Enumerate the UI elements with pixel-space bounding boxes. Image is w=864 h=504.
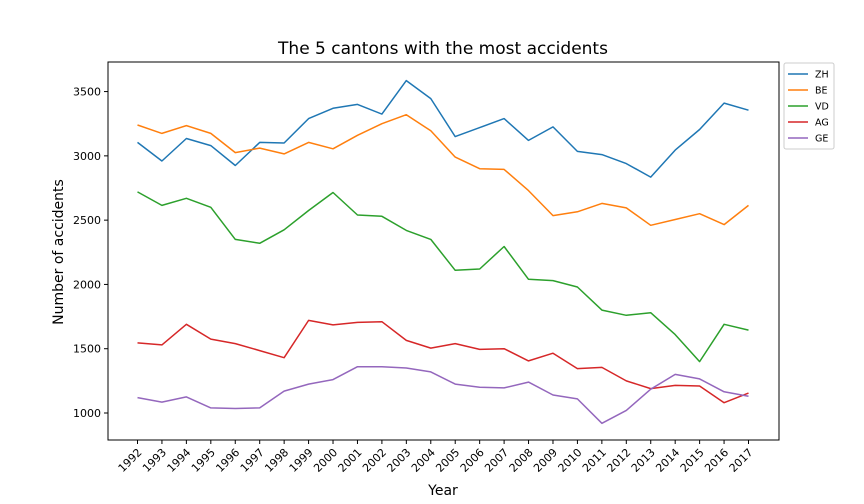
x-tick-label: 2003 (384, 446, 413, 475)
x-tick-label: 1994 (165, 446, 194, 475)
y-tick-label: 2500 (73, 214, 101, 227)
x-tick-label: 1993 (140, 446, 169, 475)
series-line-ag (137, 319, 749, 404)
x-tick-label: 2002 (360, 446, 389, 475)
x-tick-label: 2016 (702, 446, 731, 475)
legend-label-ge: GE (815, 134, 828, 145)
x-tick-label: 2006 (458, 446, 487, 475)
legend: ZH BE VD AG GE (783, 62, 835, 150)
x-tick-label: 2004 (409, 446, 438, 475)
plot-frame (107, 61, 780, 441)
legend-label-be: BE (815, 86, 828, 97)
series-line-be (137, 113, 749, 227)
x-tick-label: 1992 (116, 446, 145, 475)
x-tick-label: 2011 (580, 446, 609, 475)
x-tick-label: 2015 (678, 446, 707, 475)
series-line-zh (137, 79, 749, 178)
x-tick-label: 2001 (336, 446, 365, 475)
x-tick-label: 2000 (311, 446, 340, 475)
legend-box (783, 62, 835, 150)
y-tick-label: 1000 (73, 407, 101, 420)
x-tick-label: 1997 (238, 446, 267, 475)
x-tick-label: 1999 (287, 446, 316, 475)
x-tick-label: 2005 (433, 446, 462, 475)
chart-title: The 5 cantons with the most accidents (277, 39, 608, 59)
x-tick-label: 2010 (556, 446, 585, 475)
series-line-vd (137, 191, 749, 363)
y-tick-label: 3500 (73, 86, 101, 99)
series-layer (137, 79, 749, 425)
y-tick-label: 1500 (73, 343, 101, 356)
axes-layer: 1000 1500 2000 2500 3000 3500 1992199319941995… (73, 61, 780, 475)
x-tick-label: 2013 (629, 446, 658, 475)
x-axis-label: Year (427, 483, 458, 499)
x-tick-label: 1996 (213, 446, 242, 475)
x-tick-label: 2014 (653, 446, 682, 475)
x-tick-label: 2007 (482, 446, 511, 475)
y-axis-label: Number of accidents (51, 179, 67, 325)
y-tick-label: 3000 (73, 150, 101, 163)
x-tick-label: 2012 (604, 446, 633, 475)
series-line-ge (137, 365, 749, 425)
x-tick-label: 2008 (507, 446, 536, 475)
x-tick-label: 2017 (727, 446, 756, 475)
legend-label-zh: ZH (815, 70, 829, 81)
y-tick-label: 2000 (73, 278, 101, 291)
x-tick-label: 2009 (531, 446, 560, 475)
legend-label-vd: VD (815, 102, 829, 113)
x-tick-label: 1995 (189, 446, 218, 475)
legend-label-ag: AG (815, 118, 829, 129)
x-tick-label: 1998 (262, 446, 291, 475)
